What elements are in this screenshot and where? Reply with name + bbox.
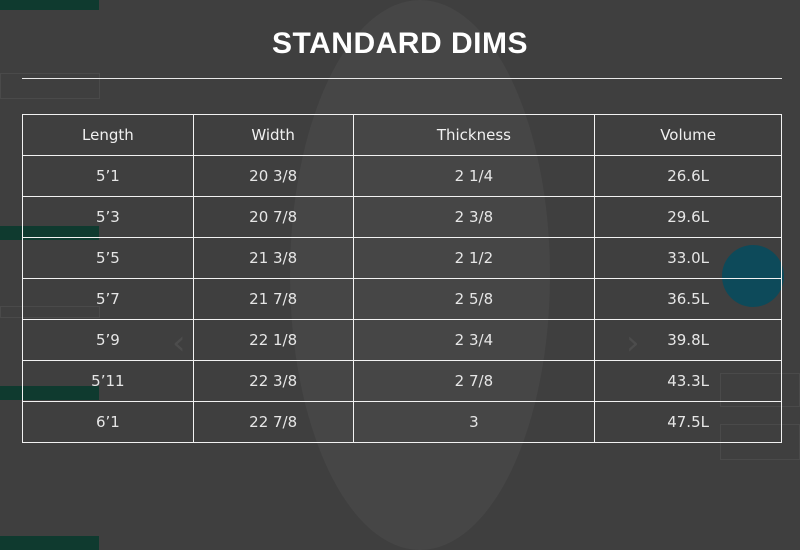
cell-width: 21 7/8 xyxy=(192,278,354,320)
title-divider xyxy=(22,78,782,79)
cell-length: 5’11 xyxy=(22,360,194,402)
cell-width: 22 3/8 xyxy=(192,360,354,402)
cell-volume: 47.5L xyxy=(594,401,782,443)
dims-table: Length Width Thickness Volume 5’1 20 3/8 2… xyxy=(22,114,782,443)
column-header-length: Length xyxy=(22,114,194,156)
column-header-volume: Volume xyxy=(594,114,782,156)
modal-title: STANDARD DIMS xyxy=(272,27,528,60)
background-field xyxy=(0,73,100,99)
cell-length: 5’1 xyxy=(22,155,194,197)
cell-thickness: 2 1/4 xyxy=(352,155,596,197)
cell-length: 5’3 xyxy=(22,196,194,238)
cell-width: 22 7/8 xyxy=(192,401,354,443)
table-row: 6’1 22 7/8 3 47.5L xyxy=(22,401,782,443)
cell-thickness: 2 7/8 xyxy=(352,360,596,402)
cell-thickness: 2 3/8 xyxy=(352,196,596,238)
cell-width: 22 1/8 xyxy=(192,319,354,361)
cell-thickness: 3 xyxy=(352,401,596,443)
table-row: 5’3 20 7/8 2 3/8 29.6L xyxy=(22,196,782,238)
column-header-thickness: Thickness xyxy=(352,114,596,156)
cell-width: 21 3/8 xyxy=(192,237,354,279)
cell-thickness: 2 5/8 xyxy=(352,278,596,320)
cell-length: 6’1 xyxy=(22,401,194,443)
table-row: 5’7 21 7/8 2 5/8 36.5L xyxy=(22,278,782,320)
cell-volume: 39.8L xyxy=(594,319,782,361)
background-green-bar xyxy=(0,536,99,550)
table-row: 5’5 21 3/8 2 1/2 33.0L xyxy=(22,237,782,279)
table-row: 5’1 20 3/8 2 1/4 26.6L xyxy=(22,155,782,197)
table-header-row: Length Width Thickness Volume xyxy=(22,114,782,156)
column-header-width: Width xyxy=(192,114,354,156)
cell-volume: 26.6L xyxy=(594,155,782,197)
cell-volume: 29.6L xyxy=(594,196,782,238)
cell-length: 5’5 xyxy=(22,237,194,279)
background-green-bar xyxy=(0,0,99,10)
cell-width: 20 3/8 xyxy=(192,155,354,197)
cell-length: 5’7 xyxy=(22,278,194,320)
cell-volume: 36.5L xyxy=(594,278,782,320)
cell-volume: 43.3L xyxy=(594,360,782,402)
cell-thickness: 2 1/2 xyxy=(352,237,596,279)
table-row: 5’9 22 1/8 2 3/4 39.8L xyxy=(22,319,782,361)
table-row: 5’11 22 3/8 2 7/8 43.3L xyxy=(22,360,782,402)
cell-width: 20 7/8 xyxy=(192,196,354,238)
cell-length: 5’9 xyxy=(22,319,194,361)
cell-thickness: 2 3/4 xyxy=(352,319,596,361)
cell-volume: 33.0L xyxy=(594,237,782,279)
